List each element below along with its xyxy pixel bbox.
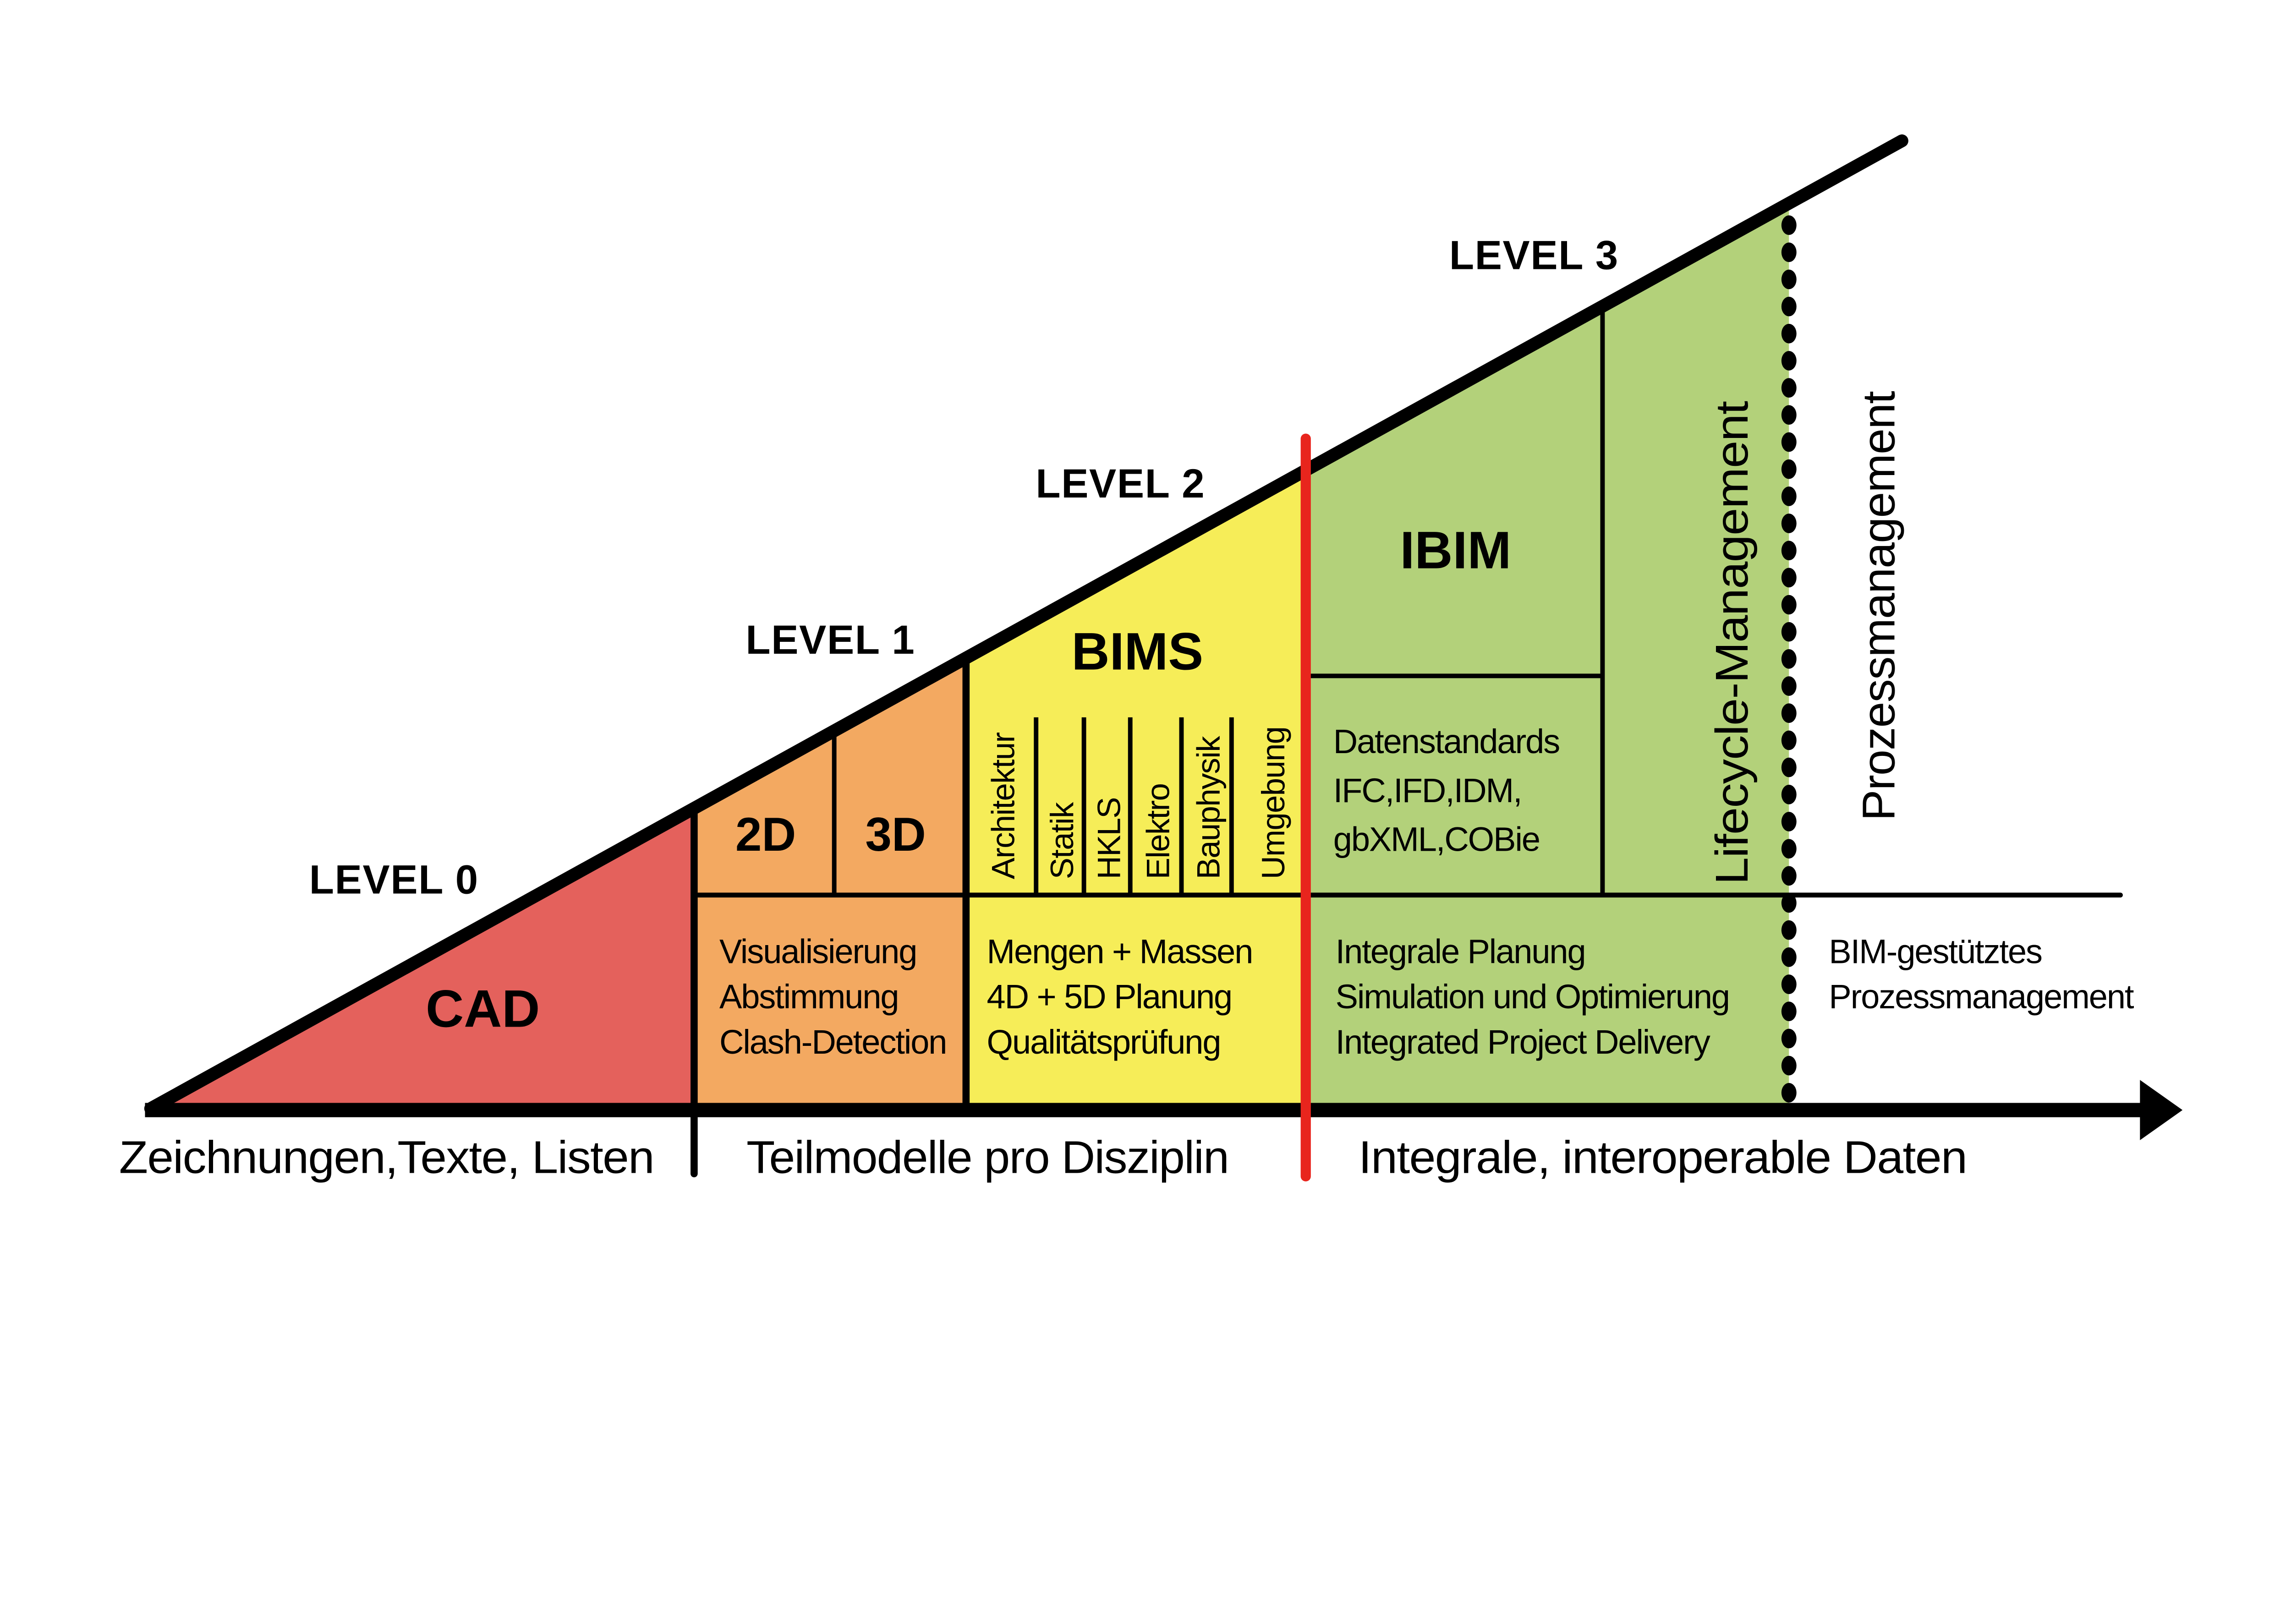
level-0-label: LEVEL 0: [309, 857, 479, 902]
discipline-labels: Architektur Statik HKLS Elektro Bauphysi…: [985, 727, 1291, 880]
standards-line-3: gbXML,COBie: [1333, 820, 1540, 858]
dot: [1781, 1028, 1797, 1049]
axis-segment-label-2: Teilmodelle pro Disziplin: [746, 1132, 1228, 1183]
dot: [1781, 514, 1797, 533]
process-column-features: BIM-gestütztes Prozessmanagement: [1829, 933, 2135, 1016]
level3-feature-3: Integrated Project Delivery: [1336, 1023, 1710, 1061]
dot: [1781, 568, 1797, 588]
level2-feature-3: Qualitätsprüfung: [987, 1023, 1221, 1061]
dot: [1781, 595, 1797, 615]
axis-segment-label-1: Zeichnungen,Texte, Listen: [119, 1132, 654, 1183]
dot: [1781, 378, 1797, 398]
discipline-bauphysik: Bauphysik: [1190, 736, 1227, 880]
discipline-hkls: HKLS: [1091, 798, 1127, 879]
dot: [1781, 296, 1797, 317]
dot: [1781, 622, 1797, 642]
level3-features: Integrale Planung Simulation und Optimie…: [1336, 933, 1730, 1061]
dot: [1781, 323, 1797, 344]
dot: [1781, 215, 1797, 235]
dot: [1781, 269, 1797, 290]
bim-maturity-diagram: LEVEL 0 LEVEL 1 LEVEL 2 LEVEL 3 CAD 2D 3…: [119, 134, 2183, 1183]
level1-feature-2: Abstimmung: [719, 978, 899, 1016]
prozessmanagement-vertical-label: Prozessmanagement: [1853, 391, 1904, 821]
dot: [1781, 866, 1797, 886]
dot: [1781, 242, 1797, 262]
dot: [1781, 974, 1797, 994]
level-1-label: LEVEL 1: [745, 617, 915, 662]
dot: [1781, 1083, 1797, 1103]
discipline-umgebung: Umgebung: [1255, 727, 1291, 880]
level-3-zone: [1305, 203, 1789, 1110]
axis-segment-label-3: Integrale, interoperable Daten: [1359, 1132, 1967, 1183]
process-feature-1: BIM-gestütztes: [1829, 933, 2042, 971]
dot: [1781, 703, 1797, 723]
dot: [1781, 839, 1797, 859]
x-axis: [145, 1080, 2183, 1140]
level-labels: LEVEL 0 LEVEL 1 LEVEL 2 LEVEL 3: [309, 233, 1619, 902]
level2-features: Mengen + Massen 4D + 5D Planung Qualität…: [987, 933, 1254, 1061]
dot: [1781, 1055, 1797, 1076]
bims-title: BIMS: [1072, 622, 1204, 681]
dot: [1781, 541, 1797, 561]
cell-3d: 3D: [865, 808, 926, 861]
process-feature-2: Prozessmanagement: [1829, 978, 2134, 1016]
discipline-elektro: Elektro: [1140, 784, 1176, 879]
discipline-architektur: Architektur: [985, 732, 1021, 879]
dot: [1781, 351, 1797, 371]
level-2-label: LEVEL 2: [1036, 461, 1205, 506]
dot: [1781, 812, 1797, 831]
dot: [1781, 486, 1797, 506]
level-3-label: LEVEL 3: [1449, 233, 1619, 278]
level3-feature-2: Simulation und Optimierung: [1336, 978, 1729, 1016]
cad-title: CAD: [426, 979, 540, 1038]
data-standards-block: Datenstandards IFC,IFD,IDM, gbXML,COBie: [1333, 722, 1561, 858]
structure-lines: [691, 306, 2123, 1177]
bim-levels-svg: LEVEL 0 LEVEL 1 LEVEL 2 LEVEL 3 CAD 2D 3…: [119, 134, 2183, 1183]
dot: [1781, 1001, 1797, 1022]
dot: [1781, 432, 1797, 452]
dot: [1781, 757, 1797, 777]
level-2-zone: [966, 469, 1306, 1110]
dot: [1781, 893, 1797, 913]
maturity-zones: [145, 203, 1789, 1110]
discipline-statik: Statik: [1044, 802, 1080, 879]
dot: [1781, 947, 1797, 967]
level1-feature-1: Visualisierung: [719, 933, 916, 971]
dot: [1781, 405, 1797, 425]
maturity-diagonal-line: [144, 134, 1908, 1115]
x-axis-arrowhead-icon: [2140, 1080, 2183, 1140]
dot: [1781, 730, 1797, 750]
level2-feature-1: Mengen + Massen: [987, 933, 1253, 971]
level2-feature-2: 4D + 5D Planung: [987, 978, 1232, 1016]
ibim-title: IBIM: [1400, 521, 1511, 580]
dotted-divider: [1781, 215, 1797, 1103]
dot: [1781, 920, 1797, 940]
dot: [1781, 784, 1797, 804]
standards-line-1: Datenstandards: [1333, 722, 1560, 760]
dot: [1781, 459, 1797, 479]
dot: [1781, 649, 1797, 669]
dot: [1781, 676, 1797, 696]
level1-features: Visualisierung Abstimmung Clash-Detectio…: [719, 933, 947, 1061]
level1-feature-3: Clash-Detection: [719, 1023, 946, 1061]
x-axis-segment-labels: Zeichnungen,Texte, Listen Teilmodelle pr…: [119, 1132, 1968, 1183]
lifecycle-management-label: Lifecycle-Management: [1706, 401, 1758, 885]
standards-line-2: IFC,IFD,IDM,: [1333, 771, 1522, 809]
cell-2d: 2D: [735, 808, 796, 861]
level3-feature-1: Integrale Planung: [1336, 933, 1585, 971]
